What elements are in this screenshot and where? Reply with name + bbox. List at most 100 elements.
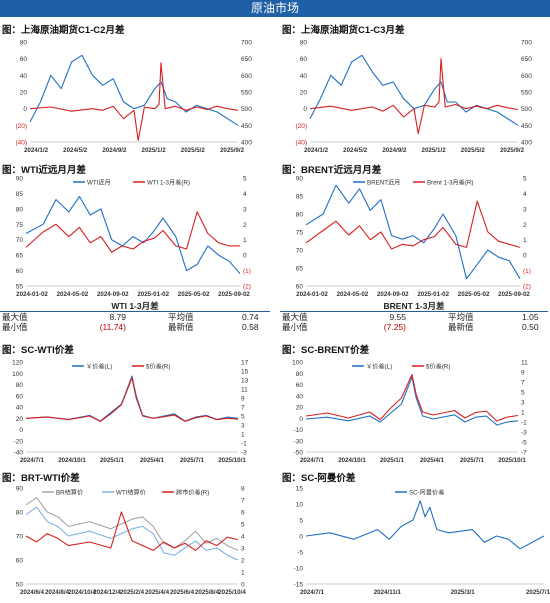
x-tick-label: 2025/4/4 <box>145 589 170 596</box>
x-tick-label: 2024-01-02 <box>296 291 328 298</box>
y-right-tick-label: 8 <box>241 486 245 493</box>
x-tick-label: 2025/8/4 <box>195 589 220 596</box>
y-left-tick-label: 75 <box>16 222 24 229</box>
x-tick-label: 2024/1/2 <box>304 147 329 154</box>
x-tick-label: 2024/8/4 <box>45 589 70 596</box>
x-tick-label: 2024/1/2 <box>24 147 49 154</box>
y-right-tick-label: -3 <box>521 430 527 437</box>
legend-label: BR结算价 <box>56 489 83 497</box>
y-left-tick-label: 80 <box>296 212 304 219</box>
legend-label: $价差(R) <box>146 363 170 371</box>
y-right-tick-label: 1 <box>243 237 247 244</box>
chart-title-c7: 图：BRT-WTI价差 <box>2 473 80 484</box>
chart-title-c3: 图：WTI近远月月差 <box>2 165 86 176</box>
y-left-tick-label: 40 <box>20 73 28 80</box>
y-right-tick-label: 5 <box>241 522 245 529</box>
y-right-tick-label: 17 <box>241 360 249 367</box>
y-right-tick-label: -7 <box>521 450 527 457</box>
y-left-tick-label: 85 <box>296 194 304 201</box>
x-tick-label: 2025-01-02 <box>417 291 449 298</box>
x-tick-label: 2025-09-02 <box>498 291 530 298</box>
x-tick-label: 2025/6/4 <box>170 589 195 596</box>
y-left-tick-label: 70 <box>296 248 304 255</box>
x-tick-label: 2024/5/2 <box>343 147 368 154</box>
y-right-tick-label: 4 <box>243 191 247 198</box>
y-left-tick-label: 20 <box>16 416 24 423</box>
series-line-0 <box>309 54 519 126</box>
y-right-tick-label: 13 <box>241 378 249 385</box>
legend-label: ￥价差(L) <box>366 363 392 371</box>
x-tick-label: 2024/7/1 <box>300 457 325 464</box>
y-left-tick-label: 70 <box>16 534 24 541</box>
wti-last-value: 0.58 <box>242 322 259 332</box>
y-left-tick-label: 60 <box>16 393 24 400</box>
y-left-tick-label: (40) <box>15 140 27 147</box>
series-line-0 <box>25 195 241 275</box>
chart-c6: 100 80 60 40 20 0 -10 -30 -50 11 9 7 5 3 1 -1 -3 -5 -7 2024… <box>292 360 528 465</box>
chart-title-c2: 图：上海原油期货C1-C3月差 <box>282 25 405 36</box>
chart-c4: 90 85 80 75 70 65 60 5 4 3 2 1 0 (1) (2) 2024-01-02 2024… <box>296 176 531 299</box>
y-left-tick-label: -50 <box>294 450 304 457</box>
x-tick-label: 2024/10/1 <box>338 457 366 464</box>
y-left-tick-label: (20) <box>15 123 27 130</box>
chart-c1: 806040200(20)(40)70065060055050045040020… <box>15 40 252 155</box>
series-line-0 <box>29 54 239 126</box>
x-tick-label: 2024/7/1 <box>300 589 325 596</box>
series-line-1 <box>25 377 239 422</box>
series-line-2 <box>25 511 239 551</box>
x-tick-label: 2025/9/2 <box>500 147 525 154</box>
banner-title: 原油市场 <box>0 0 550 17</box>
y-left-tick-label: 85 <box>16 191 24 198</box>
legend-label: Brent 1-3月差(R) <box>427 179 473 187</box>
legend-label: BRENT近月 <box>367 179 400 187</box>
y-left-tick-label: 70 <box>16 237 24 244</box>
y-left-tick-label: 40 <box>296 393 304 400</box>
x-tick-label: 2024/7/1 <box>20 457 45 464</box>
y-left-tick-label: (20) <box>295 123 307 130</box>
y-left-tick-label: 55 <box>16 284 24 291</box>
y-left-tick-label: -40 <box>14 450 24 457</box>
y-right-tick-label: 15 <box>241 369 249 376</box>
y-left-tick-label: 60 <box>296 284 304 291</box>
y-right-tick-label: 11 <box>241 387 248 394</box>
brent-avg-value: 1.05 <box>522 312 539 322</box>
series-line-1 <box>25 211 240 253</box>
y-left-tick-label: -10 <box>294 566 304 573</box>
y-left-tick-label: 5 <box>299 518 303 525</box>
x-tick-label: 2024-09-02 <box>377 291 409 298</box>
wti-stats-table: WTI 1-3月差 最大值 8.79 平均值 0.74 最小值 (11.74) … <box>0 301 270 332</box>
x-tick-label: 2024/10/1 <box>58 457 86 464</box>
x-tick-label: 2024-05-02 <box>57 291 89 298</box>
x-tick-label: 2024/5/2 <box>63 147 88 154</box>
x-tick-label: 2024/11/1 <box>374 589 402 596</box>
y-right-tick-label: 3 <box>521 400 525 407</box>
x-tick-label: 2025/1/1 <box>100 457 125 464</box>
legend-label: SC-阿曼价差 <box>409 489 444 497</box>
series-line-1 <box>29 62 239 141</box>
brent-stats-table: BRENT 1-3月差 最大值 9.55 平均值 1.05 最小值 (7.25)… <box>280 301 548 332</box>
y-right-tick-label: 1 <box>521 410 525 417</box>
chart-c5: 120100806040200-20-401715131197531-1-320… <box>12 360 249 465</box>
x-tick-label: 2025-05-02 <box>458 291 490 298</box>
y-left-tick-label: 80 <box>300 40 308 47</box>
y-left-tick-label: 10 <box>296 502 304 509</box>
legend-label: WTI结算价 <box>116 489 146 497</box>
y-right-tick-label: 700 <box>521 40 532 47</box>
x-tick-label: 2024-09-02 <box>97 291 129 298</box>
y-left-tick-label: -5 <box>297 550 303 557</box>
x-tick-label: 2025/1/1 <box>380 457 405 464</box>
y-right-tick-label: 2 <box>523 222 527 229</box>
chart-title-c5: 图：SC-WTI价差 <box>2 345 74 356</box>
y-left-tick-label: 60 <box>16 268 24 275</box>
brent-avg-label: 平均值 <box>448 312 474 322</box>
y-right-tick-label: 3 <box>243 206 247 213</box>
y-left-tick-label: 75 <box>296 230 304 237</box>
x-tick-label: 2025-05-02 <box>178 291 210 298</box>
x-tick-label: 2025/10/1 <box>498 457 526 464</box>
y-right-tick-label: (1) <box>243 268 251 275</box>
y-right-tick-label: -1 <box>521 420 527 427</box>
y-right-tick-label: 1 <box>241 570 245 577</box>
series-line-0 <box>305 500 545 550</box>
y-right-tick-label: 2 <box>243 222 247 229</box>
